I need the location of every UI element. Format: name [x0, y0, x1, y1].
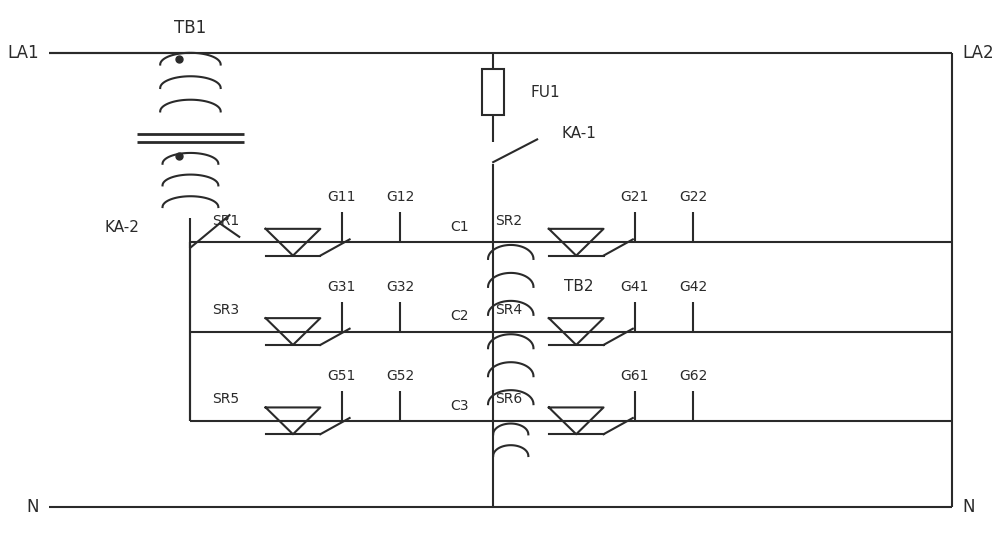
Text: G22: G22 [679, 190, 708, 205]
Text: G62: G62 [679, 369, 708, 383]
Text: C3: C3 [450, 399, 469, 413]
Text: N: N [962, 498, 974, 516]
Text: G31: G31 [328, 280, 356, 294]
Text: G12: G12 [386, 190, 415, 205]
Text: G32: G32 [386, 280, 415, 294]
Text: C2: C2 [450, 310, 469, 323]
Text: G21: G21 [621, 190, 649, 205]
Text: SR3: SR3 [212, 303, 239, 317]
Text: SR5: SR5 [212, 392, 239, 406]
Text: N: N [27, 498, 39, 516]
Text: SR6: SR6 [495, 392, 522, 406]
Text: FU1: FU1 [530, 84, 560, 100]
Text: KA-1: KA-1 [562, 127, 596, 141]
Text: SR1: SR1 [212, 214, 239, 227]
Text: TB2: TB2 [564, 280, 594, 294]
Bar [482, 69, 504, 115]
Text: KA-2: KA-2 [105, 220, 140, 235]
Text: G41: G41 [621, 280, 649, 294]
Text: G11: G11 [328, 190, 356, 205]
Text: LA2: LA2 [962, 44, 994, 62]
Text: G52: G52 [386, 369, 415, 383]
Text: G61: G61 [621, 369, 649, 383]
Text: LA1: LA1 [7, 44, 39, 62]
Text: C1: C1 [450, 220, 469, 234]
Text: G42: G42 [679, 280, 708, 294]
Text: SR2: SR2 [495, 214, 522, 227]
Text: SR4: SR4 [495, 303, 522, 317]
Text: TB1: TB1 [174, 20, 207, 38]
Text: G51: G51 [328, 369, 356, 383]
